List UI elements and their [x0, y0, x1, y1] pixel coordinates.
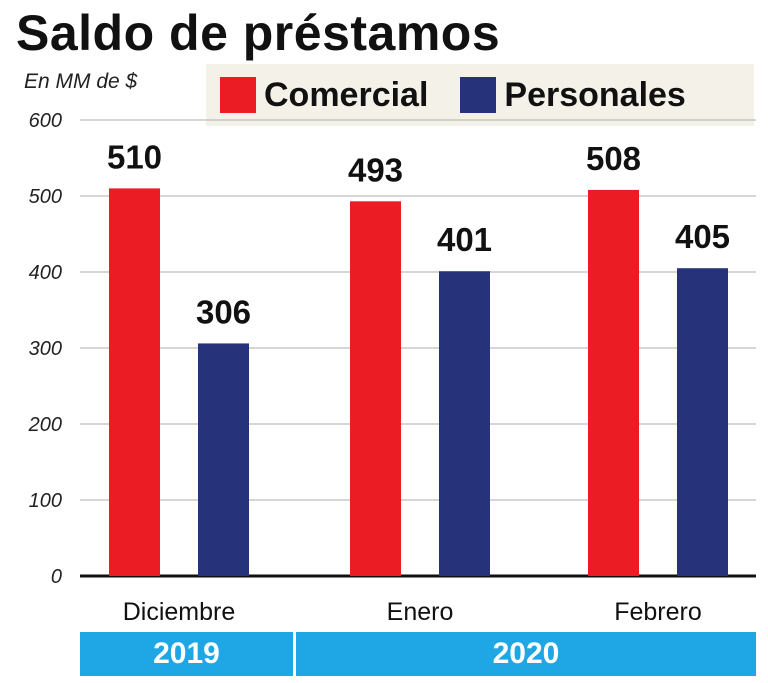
bar-comercial-febrero [588, 189, 639, 577]
x-tick-label-diciembre: Diciembre [123, 598, 236, 626]
legend-swatch-personales [460, 77, 497, 113]
data-label-comercial-febrero: 508 [586, 140, 641, 177]
legend-label-personales: Personales [504, 75, 686, 114]
y-tick-label-200: 200 [28, 414, 62, 436]
bar-personales-diciembre [198, 343, 249, 576]
data-label-personales-enero: 401 [437, 221, 492, 258]
legend-item-personales: Personales [460, 75, 686, 115]
x-tick-label-enero: Enero [387, 598, 454, 626]
data-label-personales-diciembre: 306 [196, 293, 251, 330]
data-label-personales-febrero: 405 [675, 218, 730, 255]
bar-personales-febrero [677, 268, 728, 576]
bar-comercial-enero [350, 201, 401, 576]
year-band-2020: 2020 [296, 632, 756, 676]
data-label-comercial-diciembre: 510 [107, 138, 162, 175]
y-tick-label-100: 100 [29, 490, 62, 512]
y-tick-label-0: 0 [51, 566, 62, 588]
y-tick-label-600: 600 [29, 110, 62, 132]
y-tick-label-500: 500 [29, 186, 62, 208]
legend: Comercial Personales [206, 64, 754, 126]
y-tick-label-300: 300 [29, 338, 62, 360]
bar-comercial-diciembre [109, 188, 160, 576]
year-band-separator [293, 634, 296, 674]
chart-title: Saldo de préstamos [16, 5, 501, 61]
legend-item-comercial: Comercial [220, 76, 428, 115]
data-label-comercial-enero: 493 [348, 151, 403, 188]
year-band-2019: 2019 [80, 632, 293, 676]
legend-swatch-comercial [220, 77, 256, 113]
chart-plot: 0 100 200 300 400 500 600 510 306 Diciembre 493 401… [28, 110, 756, 626]
legend-label-comercial: Comercial [264, 75, 429, 114]
bar-personales-enero [439, 271, 490, 576]
x-tick-label-febrero: Febrero [614, 598, 702, 626]
y-tick-label-400: 400 [29, 262, 62, 284]
units-label: En MM de $ [24, 70, 138, 93]
